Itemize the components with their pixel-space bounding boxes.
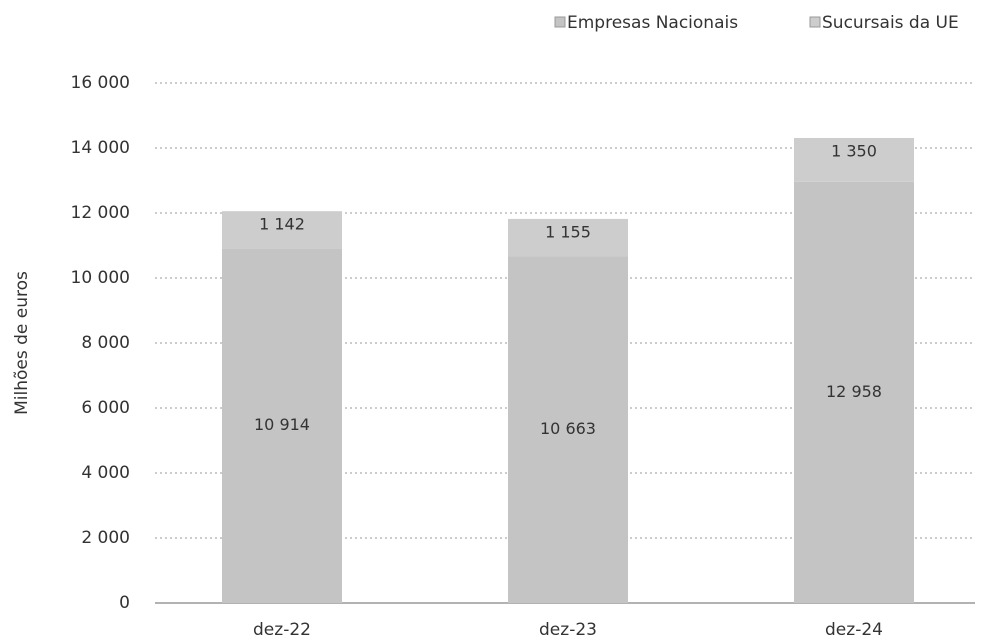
- y-tick-label: 6 000: [81, 398, 130, 418]
- bar-segment: [794, 137, 914, 182]
- legend-label: Empresas Nacionais: [567, 13, 738, 33]
- bar-segment: [222, 211, 342, 249]
- y-tick-label: 10 000: [71, 268, 130, 288]
- data-label: 12 958: [826, 382, 882, 401]
- y-axis-label: Milhões de euros: [12, 271, 32, 415]
- y-tick-label: 0: [119, 593, 130, 613]
- y-tick-label: 4 000: [81, 463, 130, 483]
- y-tick-label: 12 000: [71, 203, 130, 223]
- legend-label: Sucursais da UE: [822, 13, 959, 33]
- data-label: 10 914: [254, 415, 310, 434]
- x-tick-label: dez-24: [825, 620, 883, 640]
- bar-segment: [794, 181, 914, 604]
- data-label: 1 350: [831, 141, 877, 160]
- y-tick-label: 16 000: [71, 73, 130, 93]
- data-label: 1 142: [259, 215, 305, 234]
- y-tick-label: 2 000: [81, 528, 130, 548]
- bar-segment: [508, 218, 628, 257]
- legend-swatch: [554, 16, 566, 28]
- data-label: 1 155: [545, 222, 591, 241]
- x-tick-label: dez-23: [539, 620, 597, 640]
- y-tick-label: 14 000: [71, 138, 130, 158]
- y-tick-label: 8 000: [81, 333, 130, 353]
- x-tick-label: dez-22: [253, 620, 311, 640]
- legend-swatch: [809, 16, 821, 28]
- bar-segment: [222, 248, 342, 604]
- bar-segment: [508, 256, 628, 603]
- data-label: 10 663: [540, 419, 596, 438]
